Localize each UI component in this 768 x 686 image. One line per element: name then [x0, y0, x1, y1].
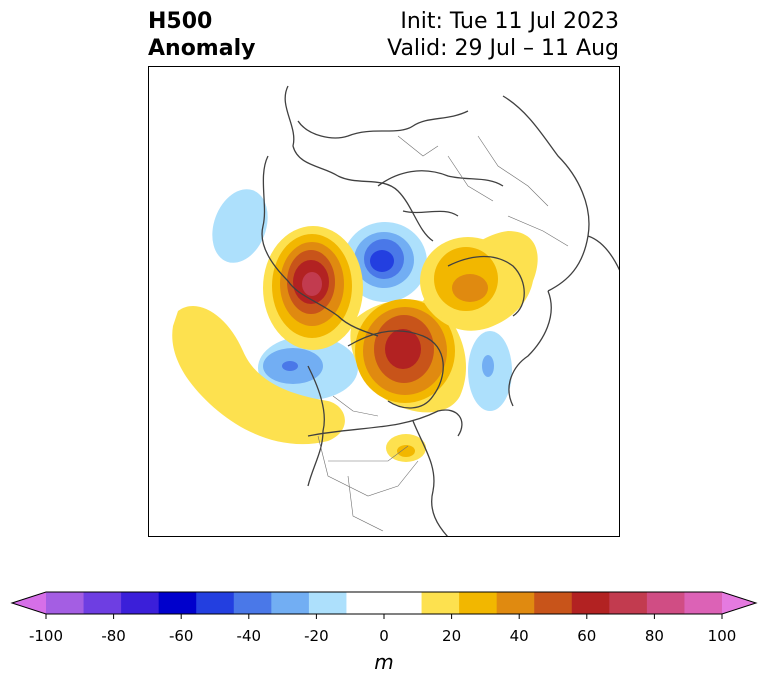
colorbar-unit-label: m: [374, 650, 393, 674]
colorbar-tick-label: -80: [101, 627, 126, 645]
colorbar-tick-label: 20: [442, 627, 461, 645]
colorbar-cell: [384, 592, 423, 614]
colorbar-tick-label: 0: [379, 627, 389, 645]
colorbar: -100 -80 -60 -40 -20 0 20 40 60 80 100 m: [10, 591, 758, 674]
colorbar-tick-label: -20: [304, 627, 329, 645]
anomaly-positive-pacific-tail: [172, 305, 345, 445]
anomaly-negative-central: [258, 336, 358, 400]
title-left: H500 Anomaly: [148, 8, 255, 62]
colorbar-cell: [571, 592, 610, 614]
anomaly-map: [148, 66, 620, 537]
colorbar-tick-label: -40: [237, 627, 262, 645]
anomaly-positive-europe: [420, 231, 538, 331]
anomaly-positive-arctic-canada: [350, 299, 467, 413]
colorbar-cell: [609, 592, 648, 614]
colorbar-cells: [46, 592, 723, 614]
colorbar-cell: [83, 592, 122, 614]
colorbar-cell: [233, 592, 272, 614]
colorbar-cell: [308, 592, 348, 614]
anomaly-negative-pacific: [212, 189, 268, 263]
title-right: Init: Tue 11 Jul 2023 Valid: 29 Jul – 11…: [387, 8, 619, 62]
colorbar-cell: [196, 592, 235, 614]
colorbar-cell: [496, 592, 535, 614]
colorbar-extend-low: [12, 592, 46, 614]
valid-period-label: Valid: 29 Jul – 11 Aug: [387, 36, 619, 61]
colorbar-cell: [534, 592, 573, 614]
colorbar-tick-label: -100: [29, 627, 63, 645]
anomaly-negative-siberia: [343, 222, 427, 302]
colorbar-cell: [121, 592, 160, 614]
colorbar-tick-label: 100: [708, 627, 737, 645]
colorbar-extend-high: [722, 592, 756, 614]
anomaly-negative-atlantic: [468, 331, 512, 411]
colorbar-tick-label: 60: [577, 627, 596, 645]
colorbar-cell: [271, 592, 310, 614]
colorbar-cell: [646, 592, 686, 614]
colorbar-cell: [46, 592, 85, 614]
colorbar-cell: [684, 592, 723, 614]
title-variable: H500: [148, 9, 213, 34]
init-time-label: Init: Tue 11 Jul 2023: [400, 9, 619, 34]
colorbar-tick-label: 40: [510, 627, 529, 645]
colorbar-tick-label: 80: [645, 627, 664, 645]
colorbar-ticks: -100 -80 -60 -40 -20 0 20 40 60 80 100: [29, 614, 736, 645]
colorbar-tick-label: -60: [169, 627, 194, 645]
title-subtitle: Anomaly: [148, 36, 256, 61]
map-frame: [148, 66, 620, 537]
colorbar-cell: [346, 592, 385, 614]
anomaly-positive-bering: [263, 226, 363, 350]
colorbar-cell: [158, 592, 197, 614]
colorbar-cell: [459, 592, 498, 614]
coastlines: [261, 85, 620, 537]
borders: [317, 135, 569, 532]
colorbar-cell: [421, 592, 460, 614]
